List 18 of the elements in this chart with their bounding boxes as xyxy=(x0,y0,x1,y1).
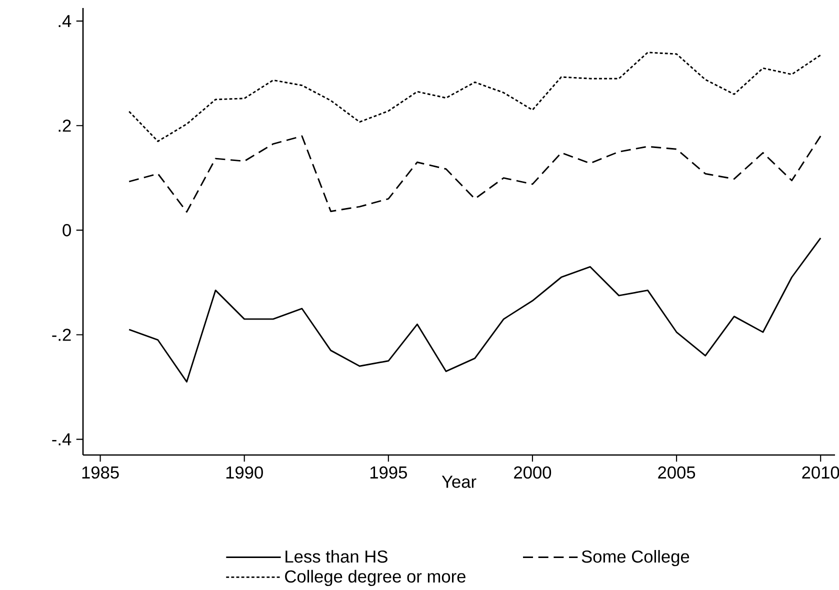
y-tick-label: -.4 xyxy=(52,433,72,446)
x-tick-label: 2005 xyxy=(658,466,696,479)
y-tick-label: -.2 xyxy=(52,328,71,341)
legend-label: Some College xyxy=(582,550,690,566)
line-series xyxy=(128,135,822,213)
line-series xyxy=(128,237,822,383)
legend-label: College degree or more xyxy=(285,570,466,586)
x-tick-label: 1995 xyxy=(370,466,407,479)
x-axis-title: Year xyxy=(442,476,476,488)
x-tick-label: 1985 xyxy=(82,466,119,479)
y-tick-label: .4 xyxy=(58,15,72,28)
y-tick-label: .2 xyxy=(58,120,71,132)
legend-label: Less than HS xyxy=(286,550,388,563)
line-series xyxy=(128,52,822,142)
x-tick-label: 2010 xyxy=(802,466,839,479)
x-tick-label: 2000 xyxy=(514,466,552,479)
y-tick-label: 0 xyxy=(62,224,71,236)
x-tick-label: 1990 xyxy=(226,466,263,479)
